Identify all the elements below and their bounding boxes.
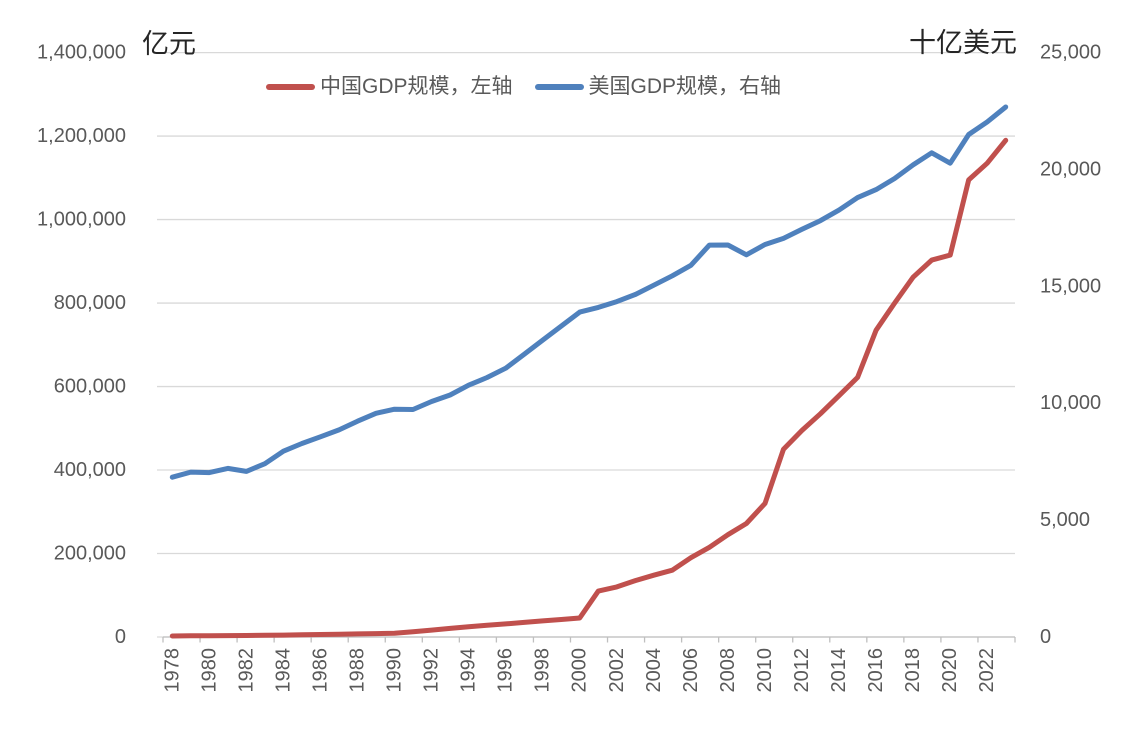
y-axis-left-tick-label: 1,000,000 [37, 209, 126, 231]
x-axis-tick-label: 1984 [272, 648, 294, 693]
x-axis-tick-label: 1988 [346, 648, 368, 693]
x-axis-tick-label: 2020 [939, 648, 961, 693]
x-axis-tick-label: 1982 [235, 648, 257, 693]
y-axis-left-tick-label: 600,000 [54, 376, 126, 398]
x-axis-tick-label: 2016 [865, 648, 887, 693]
x-axis-tick-label: 2022 [976, 648, 998, 693]
y-axis-right-tick-label: 0 [1040, 626, 1051, 648]
x-axis-tick-label: 2012 [791, 648, 813, 693]
x-axis-tick-label: 1978 [161, 648, 183, 693]
legend-label-china: 中国GDP规模，左轴 [320, 75, 513, 98]
y-axis-left-tick-label: 1,400,000 [37, 42, 126, 64]
y-axis-right-tick-label: 10,000 [1040, 392, 1101, 414]
x-axis-tick-label: 2006 [680, 648, 702, 693]
series-line-us [169, 104, 1009, 480]
right-axis-title: 十亿美元 [909, 28, 1017, 58]
series-line-china [169, 137, 1009, 639]
legend: 中国GDP规模，左轴 美国GDP规模，右轴 [266, 76, 781, 97]
x-axis-tick-label: 1996 [495, 648, 517, 693]
x-axis-tick-label: 1994 [458, 648, 480, 693]
x-axis-tick-label: 2004 [643, 648, 665, 693]
y-axis-right-tick-label: 15,000 [1040, 275, 1101, 297]
legend-item-china: 中国GDP规模，左轴 [266, 76, 513, 97]
y-axis-right-tick-label: 5,000 [1040, 509, 1090, 531]
y-axis-left-tick-label: 0 [115, 626, 126, 648]
y-axis-right-tick-label: 25,000 [1040, 42, 1101, 64]
x-axis-tick-label: 2002 [606, 648, 628, 693]
x-axis-tick-label: 1980 [198, 648, 220, 693]
x-axis-tick-label: 1992 [421, 648, 443, 693]
y-axis-right-tick-label: 20,000 [1040, 158, 1101, 180]
legend-label-us: 美国GDP规模，右轴 [588, 75, 782, 98]
legend-swatch-china-icon [266, 83, 315, 90]
y-axis-left-tick-label: 1,200,000 [37, 125, 126, 147]
y-axis-left-tick-label: 800,000 [54, 292, 126, 314]
y-axis-left-tick-label: 400,000 [54, 459, 126, 481]
x-axis-tick-label: 1990 [384, 648, 406, 693]
x-axis-tick-label: 2014 [828, 648, 850, 693]
y-axis-left-tick-label: 200,000 [54, 543, 126, 565]
x-axis-tick-label: 1998 [532, 648, 554, 693]
x-axis-tick-label: 2000 [569, 648, 591, 693]
x-axis-tick-label: 2008 [717, 648, 739, 693]
x-axis-tick-label: 1986 [309, 648, 331, 693]
left-axis-title: 亿元 [142, 29, 196, 59]
legend-item-us: 美国GDP规模，右轴 [534, 75, 782, 98]
legend-swatch-us-icon [534, 83, 584, 90]
x-axis-tick-label: 2018 [902, 648, 924, 693]
x-axis-tick-label: 2010 [754, 648, 776, 693]
